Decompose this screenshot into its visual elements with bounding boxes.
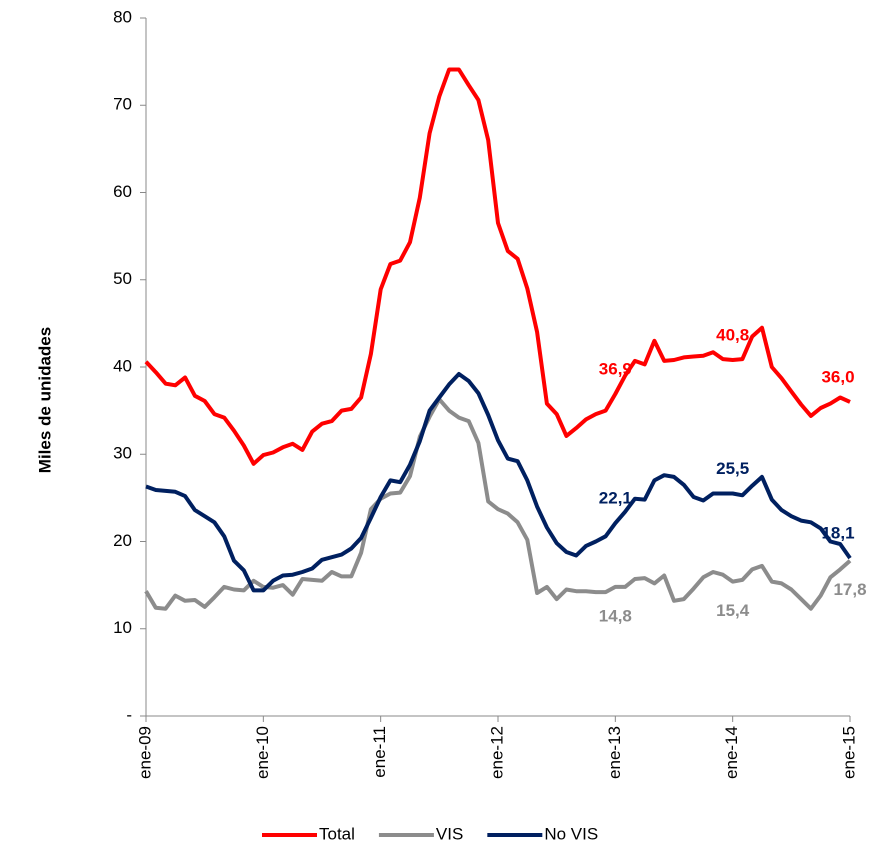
data-label: 36,0 (821, 367, 854, 386)
legend-label: No VIS (544, 824, 598, 843)
x-tick-label: ene-09 (135, 726, 154, 779)
data-label: 40,8 (716, 326, 749, 345)
x-tick-label: ene-14 (722, 726, 741, 779)
y-tick-label: 20 (113, 531, 132, 550)
y-tick-label: 80 (113, 7, 132, 26)
data-label: 17,8 (833, 580, 866, 599)
y-tick-label: - (126, 705, 132, 724)
series-line (145, 372, 852, 593)
data-label: 25,5 (716, 459, 749, 478)
data-label: 36,9 (599, 360, 632, 379)
data-label: 22,1 (599, 489, 632, 508)
series-line (144, 67, 851, 466)
data-label: 15,4 (716, 601, 750, 620)
x-tick-label: ene-12 (487, 726, 506, 779)
y-tick-label: 60 (113, 182, 132, 201)
y-tick-label: 70 (113, 95, 132, 114)
series-line (144, 397, 852, 611)
data-label: 18,1 (821, 524, 854, 543)
x-tick-label: ene-10 (253, 726, 272, 779)
x-tick-label: ene-15 (839, 726, 858, 779)
data-label: 14,8 (599, 606, 632, 625)
y-tick-label: 50 (113, 269, 132, 288)
y-tick-label: 40 (113, 356, 132, 375)
y-tick-label: 10 (113, 618, 132, 637)
x-tick-label: ene-13 (605, 726, 624, 779)
legend-label: Total (319, 824, 355, 843)
x-tick-label: ene-11 (370, 726, 389, 778)
y-axis-label: Miles de unidades (35, 327, 54, 473)
legend-label: VIS (436, 824, 463, 843)
y-tick-label: 30 (113, 444, 132, 463)
